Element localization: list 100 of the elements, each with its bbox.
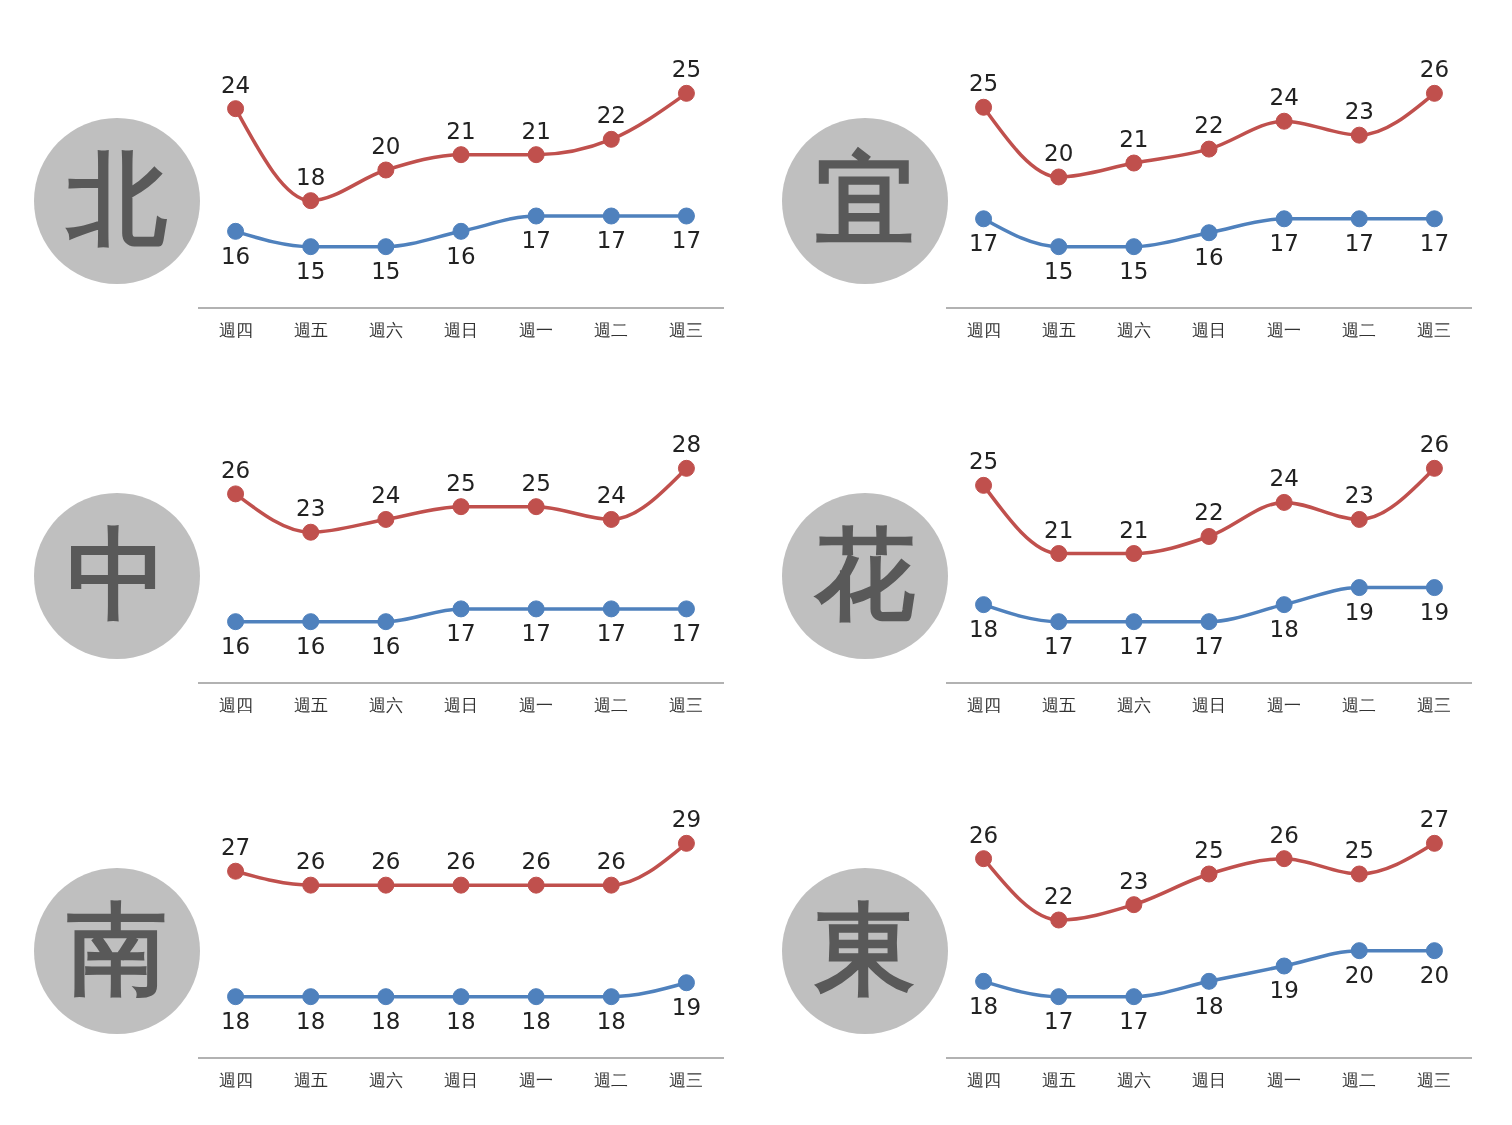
data-label: 24 — [371, 482, 401, 509]
data-label: 22 — [1194, 499, 1224, 526]
data-label: 20 — [371, 133, 401, 159]
data-label: 18 — [968, 992, 999, 1019]
point — [527, 146, 545, 164]
point — [975, 476, 993, 494]
point — [527, 988, 545, 1006]
x-tick-label: 週日 — [1192, 320, 1226, 341]
x-tick-label: 週二 — [594, 695, 629, 716]
point — [1050, 168, 1068, 186]
data-label: 17 — [1269, 230, 1299, 257]
data-label: 19 — [671, 994, 702, 1021]
point — [1425, 579, 1443, 597]
data-label: 26 — [968, 821, 999, 848]
point — [227, 222, 245, 240]
x-tick-label: 週一 — [1267, 1070, 1302, 1091]
data-label: 23 — [1344, 98, 1374, 125]
point — [527, 498, 545, 516]
x-tick-label: 週四 — [218, 320, 253, 341]
data-label: 18 — [1269, 615, 1299, 642]
data-label: 26 — [596, 848, 626, 875]
point — [527, 600, 545, 618]
data-label: 17 — [1344, 230, 1374, 257]
point — [1350, 942, 1368, 960]
data-label: 26 — [1419, 431, 1450, 458]
x-tick-label: 週六 — [368, 320, 403, 341]
data-label: 26 — [1269, 821, 1299, 848]
point — [452, 876, 470, 894]
x-tick-label: 週三 — [1417, 695, 1452, 716]
point — [1275, 850, 1293, 868]
data-label: 28 — [671, 431, 702, 458]
data-label: 20 — [1344, 962, 1374, 988]
x-tick-label: 週三 — [1417, 320, 1452, 341]
data-label: 16 — [446, 242, 476, 269]
data-label: 24 — [220, 71, 251, 98]
data-label: 17 — [1419, 230, 1450, 257]
x-tick-label: 週四 — [966, 1070, 1001, 1091]
x-tick-label: 週二 — [1342, 1070, 1377, 1091]
data-label: 17 — [521, 620, 551, 647]
x-tick-label: 週三 — [1417, 1070, 1452, 1091]
point — [527, 876, 545, 894]
x-tick-label: 週三 — [669, 1070, 704, 1091]
point — [302, 523, 320, 541]
data-label: 25 — [671, 56, 702, 83]
x-tick-label: 週一 — [519, 320, 554, 341]
point — [227, 988, 245, 1006]
point — [1350, 510, 1368, 528]
data-label: 23 — [296, 495, 326, 522]
point — [302, 238, 320, 256]
point — [227, 100, 245, 118]
data-label: 24 — [596, 482, 626, 509]
data-label: 17 — [596, 620, 626, 647]
point — [1350, 579, 1368, 597]
data-label: 18 — [521, 1008, 551, 1034]
point — [602, 988, 620, 1006]
data-label: 15 — [1119, 258, 1149, 284]
x-tick-label: 週二 — [1342, 320, 1377, 341]
x-tick-label: 週二 — [594, 1070, 629, 1091]
data-label: 17 — [968, 230, 999, 257]
x-tick-label: 週二 — [1342, 695, 1377, 716]
point — [452, 146, 470, 164]
x-tick-label: 週日 — [1192, 1070, 1226, 1091]
data-label: 18 — [1194, 992, 1224, 1019]
data-label: 24 — [1269, 465, 1299, 492]
point — [1425, 84, 1443, 102]
data-label: 17 — [671, 620, 702, 647]
point — [1125, 154, 1143, 172]
point — [1350, 865, 1368, 883]
point — [1200, 224, 1218, 242]
data-label: 17 — [446, 620, 476, 647]
data-label: 26 — [371, 848, 401, 875]
data-label: 25 — [968, 70, 999, 97]
point — [1275, 210, 1293, 228]
point — [377, 988, 395, 1006]
x-tick-label: 週四 — [218, 695, 253, 716]
data-label: 15 — [371, 258, 401, 284]
point — [975, 596, 993, 614]
point — [1050, 613, 1068, 631]
point — [975, 210, 993, 228]
x-tick-label: 週五 — [1041, 1070, 1076, 1091]
point — [302, 988, 320, 1006]
data-label: 16 — [371, 633, 401, 659]
data-label: 17 — [1119, 633, 1149, 659]
point — [1200, 613, 1218, 631]
x-tick-label: 週三 — [669, 320, 704, 341]
point — [677, 207, 695, 225]
x-tick-label: 週五 — [293, 320, 328, 341]
point — [1350, 210, 1368, 228]
data-label: 19 — [1344, 598, 1374, 625]
x-tick-label: 週三 — [669, 695, 704, 716]
data-label: 26 — [296, 848, 326, 875]
x-tick-label: 週日 — [444, 695, 478, 716]
point — [452, 600, 470, 618]
data-label: 25 — [1344, 837, 1374, 863]
point — [527, 207, 545, 225]
x-tick-label: 週六 — [368, 1070, 403, 1091]
data-label: 18 — [220, 1008, 251, 1034]
point — [1425, 459, 1443, 477]
point — [1125, 988, 1143, 1006]
point — [377, 238, 395, 256]
